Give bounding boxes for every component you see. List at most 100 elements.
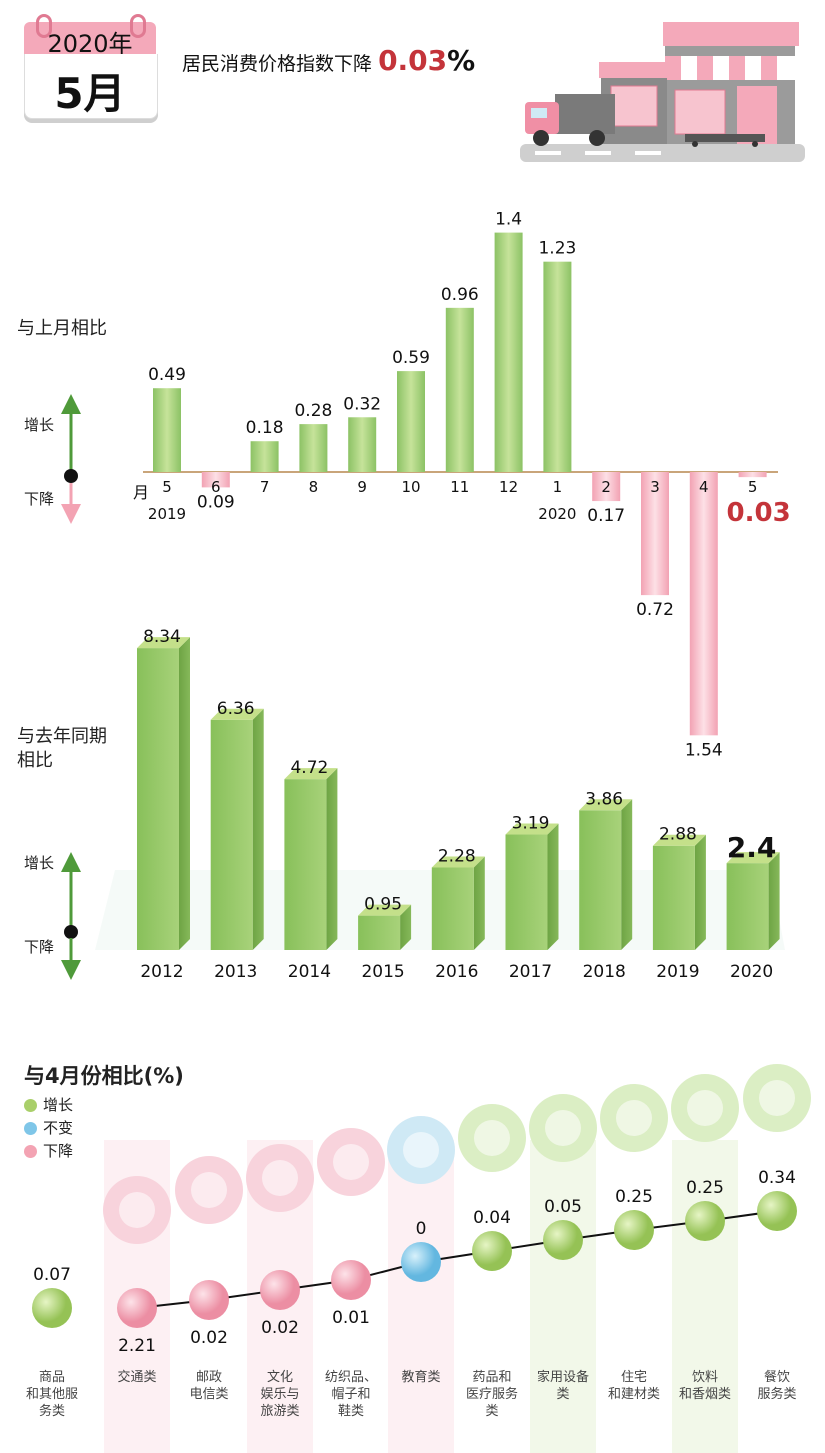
mom-bar-chart: 0.49 5 2019 0.096 0.18 7 0.28 8 0.32 9 0.59 10 0.96 1… — [143, 210, 791, 760]
yoy-bar — [579, 810, 622, 950]
mom-tick-label: 7 — [260, 478, 270, 496]
yoy-title-line2: 相比 — [17, 750, 53, 771]
calendar-badge: 2020年 5月 — [24, 14, 158, 120]
yoy-bar — [284, 779, 327, 950]
category-dot — [331, 1260, 371, 1300]
store-illustration — [520, 22, 805, 162]
category-label: 鞋类 — [338, 1403, 364, 1419]
mom-value-label: 1.4 — [495, 210, 522, 230]
category-dot — [260, 1270, 300, 1310]
yoy-value-label: 3.19 — [512, 814, 550, 834]
category-dot — [685, 1201, 725, 1241]
mom-value-label: 0.18 — [246, 418, 284, 438]
category-label: 商品 — [39, 1370, 65, 1385]
signal-tower-icon-glyph — [191, 1172, 227, 1208]
yoy-bar — [505, 834, 548, 950]
category-column-bg — [530, 1140, 596, 1453]
yoy-tick-label: 2018 — [583, 962, 626, 982]
yoy-tick-label: 2012 — [140, 962, 183, 982]
yoy-bar-top — [652, 834, 706, 846]
category-label: 邮政 — [196, 1370, 222, 1385]
yoy-tick-label: 2015 — [361, 962, 404, 982]
category-value-label: 0 — [416, 1219, 427, 1239]
beverage-cigarette-icon-glyph — [687, 1090, 723, 1126]
mom-value-label: 1.23 — [538, 239, 576, 259]
category-dot — [189, 1280, 229, 1320]
calendar-year: 2020年 — [47, 30, 133, 58]
yoy-value-label: 0.95 — [364, 895, 402, 915]
mom-bar — [299, 424, 328, 472]
mom-bar — [250, 441, 279, 472]
mom-tick-label: 5 — [162, 478, 172, 496]
mom-value-label: 0.09 — [197, 492, 235, 512]
yoy-decrease-label: 下降 — [24, 938, 55, 956]
category-value-label: 0.25 — [615, 1187, 653, 1207]
calendar-month: 5月 — [54, 69, 126, 118]
category-label: 和其他服 — [26, 1387, 78, 1402]
mom-tick-label: 12 — [499, 478, 518, 496]
zero-dot-icon — [64, 469, 78, 483]
yoy-value-label: 2.88 — [659, 825, 697, 845]
yoy-value-label: 2.28 — [438, 846, 476, 866]
category-label: 餐饮 — [764, 1369, 790, 1385]
yoy-value-label: 4.72 — [290, 758, 328, 778]
mom-tick-label: 11 — [450, 478, 469, 496]
yoy-up-down-arrow — [61, 852, 81, 980]
mom-bar — [494, 232, 523, 472]
yoy-tick-label: 2019 — [656, 962, 699, 982]
category-label: 类 — [556, 1387, 569, 1402]
mom-tick-label: 4 — [699, 478, 709, 496]
mom-increase-label: 增长 — [24, 416, 55, 434]
graduation-cap-icon-glyph — [403, 1132, 439, 1168]
mom-value-label: 0.59 — [392, 348, 430, 368]
category-label: 娱乐与 — [260, 1387, 299, 1402]
clothing-icon-glyph — [333, 1144, 369, 1180]
house-icon-glyph — [616, 1100, 652, 1136]
category-label: 住宅 — [621, 1370, 647, 1385]
category-label: 交通类 — [117, 1369, 156, 1385]
category-label: 饮料 — [692, 1370, 718, 1385]
yoy-bar-side — [694, 834, 706, 950]
mom-value-label: 1.54 — [685, 740, 723, 760]
up-arrow-icon — [61, 852, 81, 926]
yoy-bar-top — [579, 799, 633, 811]
category-label: 家用设备 — [537, 1369, 589, 1385]
category-label: 类 — [485, 1404, 498, 1419]
category-label: 务类 — [39, 1403, 65, 1419]
category-dot — [32, 1288, 72, 1328]
yoy-bar-side — [179, 637, 190, 950]
category-label: 文化 — [267, 1370, 293, 1385]
category-label: 电信类 — [189, 1387, 228, 1402]
mom-value-label: 0.32 — [343, 394, 381, 414]
yoy-bar-side — [326, 768, 338, 950]
mom-bar — [641, 472, 669, 596]
zero-dot-icon — [64, 925, 78, 939]
headline-value: 0.03 — [378, 44, 448, 77]
category-dot — [543, 1220, 583, 1260]
mom-tick-label: 1 — [553, 478, 563, 496]
calendar-ring-icon — [36, 14, 52, 38]
mom-tick-label: 3 — [650, 478, 660, 496]
legend-item-decrease: 下降 — [24, 1140, 73, 1163]
yoy-bar-side — [621, 799, 633, 950]
yoy-bar-side — [252, 708, 264, 950]
category-dot — [117, 1288, 157, 1328]
mom-month-unit: 月 — [133, 483, 150, 502]
down-arrow-icon — [61, 483, 81, 524]
category-value-label: 2.21 — [118, 1336, 156, 1356]
category-label: 药品和 — [472, 1370, 511, 1385]
calendar-header — [24, 22, 156, 56]
category-value-label: 0.07 — [33, 1265, 71, 1285]
mom-bar — [153, 388, 181, 472]
yoy-bar-top — [284, 768, 338, 780]
yoy-increase-label: 增长 — [24, 854, 55, 872]
yoy-value-label: 6.36 — [217, 699, 255, 719]
mom-bar — [348, 417, 377, 472]
mom-bar — [201, 472, 230, 488]
yoy-bar-side — [768, 852, 780, 950]
yoy-bar-top — [210, 708, 264, 720]
green-dot-icon — [24, 1099, 37, 1112]
washing-machine-icon-glyph — [545, 1110, 581, 1146]
yoy-tick-label: 2014 — [288, 962, 331, 982]
